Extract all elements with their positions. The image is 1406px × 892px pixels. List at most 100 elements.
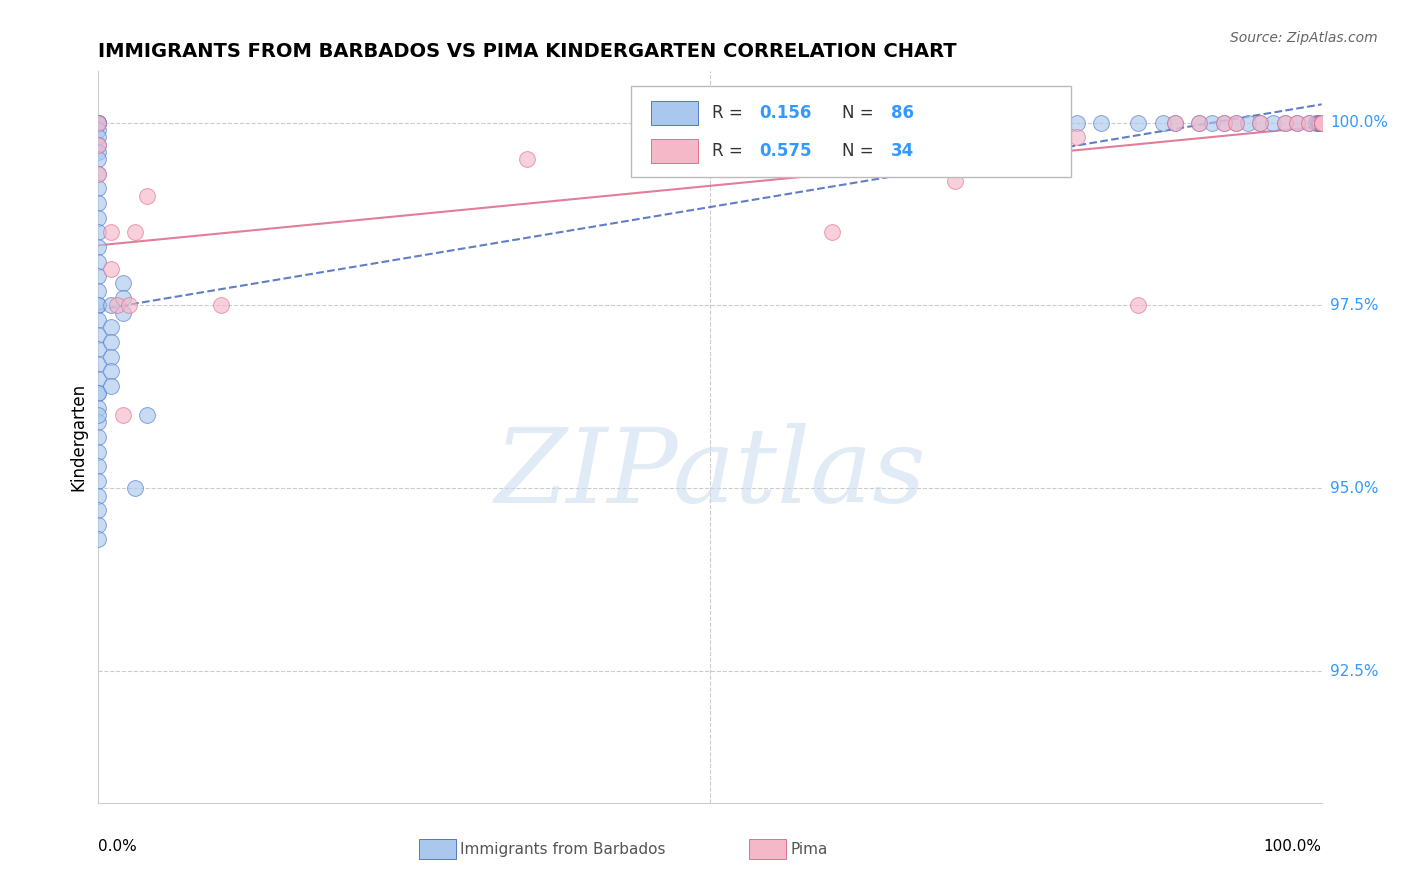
Point bbox=[87, 115, 110, 129]
Point bbox=[1310, 115, 1333, 129]
Text: 34: 34 bbox=[891, 142, 914, 160]
Point bbox=[515, 152, 537, 166]
Point bbox=[87, 371, 110, 385]
Text: 0.575: 0.575 bbox=[759, 142, 811, 160]
Text: ZIPatlas: ZIPatlas bbox=[495, 423, 925, 524]
Point bbox=[87, 167, 110, 181]
Point bbox=[1310, 115, 1333, 129]
Point bbox=[87, 343, 110, 357]
Point bbox=[1004, 115, 1026, 129]
Point bbox=[1249, 115, 1271, 129]
Point bbox=[1286, 115, 1309, 129]
Point bbox=[1310, 115, 1333, 129]
Point bbox=[883, 115, 905, 129]
Point bbox=[1310, 115, 1333, 129]
Point bbox=[1164, 115, 1187, 129]
Point bbox=[111, 291, 134, 305]
Point bbox=[1310, 115, 1333, 129]
Point bbox=[87, 489, 110, 503]
Point bbox=[124, 225, 146, 239]
Point bbox=[100, 225, 122, 239]
Bar bbox=[651, 101, 697, 125]
Point bbox=[1309, 115, 1331, 129]
Point bbox=[87, 459, 110, 474]
Point bbox=[100, 320, 122, 334]
Point bbox=[87, 298, 110, 312]
Point bbox=[1164, 115, 1187, 129]
Text: IMMIGRANTS FROM BARBADOS VS PIMA KINDERGARTEN CORRELATION CHART: IMMIGRANTS FROM BARBADOS VS PIMA KINDERG… bbox=[98, 43, 957, 62]
Point bbox=[87, 145, 110, 159]
Text: Source: ZipAtlas.com: Source: ZipAtlas.com bbox=[1230, 31, 1378, 45]
Point bbox=[87, 115, 110, 129]
Point bbox=[1090, 115, 1112, 129]
Point bbox=[943, 115, 966, 129]
Point bbox=[111, 408, 134, 422]
Point bbox=[87, 123, 110, 137]
Point bbox=[87, 416, 110, 430]
Point bbox=[87, 115, 110, 129]
Point bbox=[87, 444, 110, 458]
Text: R =: R = bbox=[713, 142, 748, 160]
Point bbox=[1310, 115, 1333, 129]
Point bbox=[100, 334, 122, 349]
Point bbox=[1128, 298, 1150, 312]
Point bbox=[87, 386, 110, 401]
Point bbox=[1261, 115, 1284, 129]
Point bbox=[87, 181, 110, 195]
Point bbox=[1225, 115, 1247, 129]
Text: 95.0%: 95.0% bbox=[1330, 481, 1378, 496]
Point bbox=[87, 408, 110, 422]
Point bbox=[87, 327, 110, 342]
Point bbox=[1305, 115, 1327, 129]
Point bbox=[87, 137, 110, 152]
Text: 0.156: 0.156 bbox=[759, 104, 811, 122]
Point bbox=[1306, 115, 1329, 129]
Point bbox=[1310, 115, 1333, 129]
Point bbox=[100, 261, 122, 276]
Point bbox=[883, 145, 905, 159]
Point bbox=[100, 364, 122, 378]
Point bbox=[821, 225, 844, 239]
Point bbox=[1310, 115, 1333, 129]
Point bbox=[87, 401, 110, 415]
Text: 97.5%: 97.5% bbox=[1330, 298, 1378, 313]
Point bbox=[761, 115, 783, 129]
Point bbox=[1004, 115, 1026, 129]
Point bbox=[87, 225, 110, 239]
Point bbox=[100, 350, 122, 364]
FancyBboxPatch shape bbox=[630, 86, 1071, 178]
Point bbox=[136, 188, 159, 202]
Point bbox=[87, 115, 110, 129]
Point bbox=[845, 115, 868, 129]
Text: 0.0%: 0.0% bbox=[98, 839, 138, 855]
Point bbox=[87, 115, 110, 129]
Point bbox=[1310, 115, 1333, 129]
Point bbox=[1310, 115, 1333, 129]
Point bbox=[105, 298, 128, 312]
Point bbox=[1249, 115, 1271, 129]
Point bbox=[87, 517, 110, 532]
Point bbox=[87, 240, 110, 254]
Point bbox=[87, 167, 110, 181]
Point bbox=[761, 123, 783, 137]
Point bbox=[87, 115, 110, 129]
Point bbox=[1188, 115, 1211, 129]
Text: 92.5%: 92.5% bbox=[1330, 664, 1378, 679]
Point bbox=[1237, 115, 1260, 129]
Point bbox=[87, 269, 110, 284]
Point bbox=[87, 137, 110, 152]
Point bbox=[1066, 115, 1088, 129]
Point bbox=[1152, 115, 1174, 129]
Text: R =: R = bbox=[713, 104, 748, 122]
Text: 100.0%: 100.0% bbox=[1264, 839, 1322, 855]
Point bbox=[821, 115, 844, 129]
Point bbox=[1212, 115, 1234, 129]
Point bbox=[1274, 115, 1296, 129]
Point bbox=[1066, 130, 1088, 145]
Text: Immigrants from Barbados: Immigrants from Barbados bbox=[460, 842, 665, 856]
Point bbox=[1310, 115, 1333, 129]
Point bbox=[1310, 115, 1333, 129]
Point bbox=[87, 130, 110, 145]
Point bbox=[1212, 115, 1234, 129]
Point bbox=[1274, 115, 1296, 129]
